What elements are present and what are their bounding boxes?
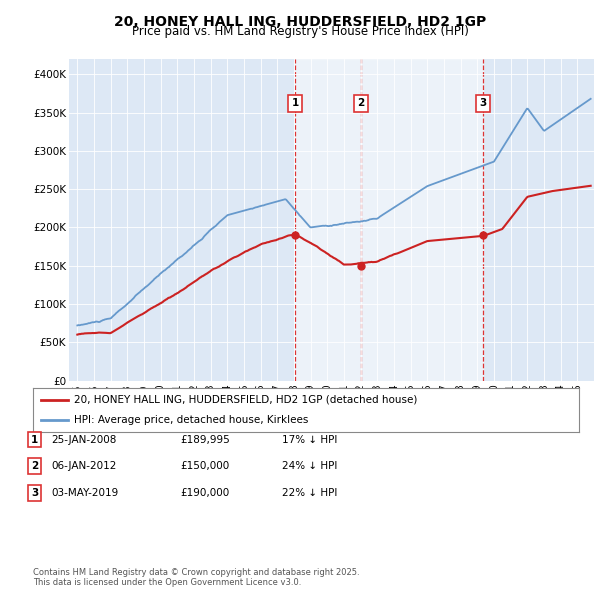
Text: 20, HONEY HALL ING, HUDDERSFIELD, HD2 1GP: 20, HONEY HALL ING, HUDDERSFIELD, HD2 1G…: [114, 15, 486, 29]
Text: 03-MAY-2019: 03-MAY-2019: [51, 488, 118, 497]
Text: HPI: Average price, detached house, Kirklees: HPI: Average price, detached house, Kirk…: [74, 415, 308, 425]
Text: Price paid vs. HM Land Registry's House Price Index (HPI): Price paid vs. HM Land Registry's House …: [131, 25, 469, 38]
Text: 1: 1: [292, 99, 299, 109]
Text: 1: 1: [31, 435, 38, 444]
Text: £189,995: £189,995: [180, 435, 230, 444]
Text: £150,000: £150,000: [180, 461, 229, 471]
Text: 3: 3: [479, 99, 487, 109]
Bar: [295, 59, 483, 381]
Text: 20, HONEY HALL ING, HUDDERSFIELD, HD2 1GP (detached house): 20, HONEY HALL ING, HUDDERSFIELD, HD2 1G…: [74, 395, 418, 405]
Text: Contains HM Land Registry data © Crown copyright and database right 2025.
This d: Contains HM Land Registry data © Crown c…: [33, 568, 359, 587]
Text: 2: 2: [31, 461, 38, 471]
Text: 2: 2: [358, 99, 365, 109]
Text: 3: 3: [31, 488, 38, 497]
Text: 17% ↓ HPI: 17% ↓ HPI: [282, 435, 337, 444]
Text: 06-JAN-2012: 06-JAN-2012: [51, 461, 116, 471]
Text: £190,000: £190,000: [180, 488, 229, 497]
Text: 25-JAN-2008: 25-JAN-2008: [51, 435, 116, 444]
Text: 22% ↓ HPI: 22% ↓ HPI: [282, 488, 337, 497]
Text: 24% ↓ HPI: 24% ↓ HPI: [282, 461, 337, 471]
